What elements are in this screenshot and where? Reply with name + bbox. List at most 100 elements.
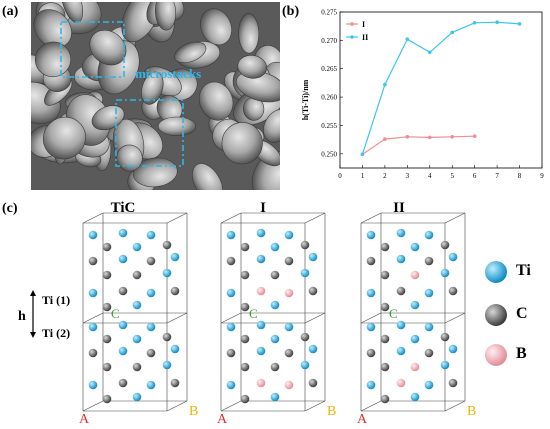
legend-marker [350,35,354,39]
x-tick-label: 0 [338,172,342,180]
c-atom [102,362,112,372]
axis-label-c: C [249,306,258,321]
c-atom [424,348,434,358]
sem-grain [42,116,86,160]
panel-label-b: (b) [282,4,300,19]
c-atom [102,270,112,280]
c-atom [240,362,250,372]
ti-atom [118,346,128,356]
ti-atom [270,242,280,252]
unit-cell-2: A B C [217,212,336,427]
c-atom [102,394,112,404]
y-tick-label: 0.255 [321,122,337,130]
cell-edge [444,312,466,324]
sem-grain [221,122,263,165]
x-tick-label: 7 [495,172,499,180]
y-tick-label: 0.275 [321,9,337,17]
x-tick-label: 2 [383,172,387,180]
ti-atom [300,268,310,278]
ti-atom [424,322,434,332]
ti-atom [88,288,98,298]
c-atom [380,394,390,404]
ti-atom [162,360,172,370]
c-atom [240,270,250,280]
ti-atom [410,334,420,344]
chart-legend: III [346,20,368,42]
cell-edge [166,312,188,324]
data-point [450,135,455,139]
c-atom [118,378,128,388]
chart-series [360,20,522,157]
data-point [427,135,432,140]
ti-atom [448,252,458,262]
cell-edge [220,312,242,324]
cell-edge [82,312,104,324]
chart-frame [339,11,543,169]
data-point [405,135,410,139]
data-point [495,20,499,25]
cell-edge [220,400,242,412]
cell-edge [82,212,104,224]
c-atom [300,332,310,342]
c-atom [448,286,458,296]
ti-atom [410,242,420,252]
x-tick-label: 8 [518,172,522,180]
ti-atom [226,230,236,240]
ti-atom [88,380,98,390]
sem-grain [191,163,224,190]
y-tick-label: 0.270 [321,37,337,45]
sem-grain [154,2,177,31]
y-tick-label: 0.260 [321,94,337,102]
c-atom [88,256,98,266]
ti-atom [146,230,156,240]
ti-atom [132,300,142,310]
b-atom [396,378,406,388]
panel-label-c: (c) [2,201,18,216]
b-atom [256,286,266,296]
structure-title-tic: TiC [110,200,136,216]
ti-atom [256,320,266,330]
cell-edge [166,400,188,412]
sem-grain [174,41,207,64]
ti-atom [424,380,434,390]
cell-edge [360,312,382,324]
data-point [472,20,477,25]
ti-atom [440,268,450,278]
ti-atom [256,254,266,264]
ti-atom [440,360,450,370]
axis-label-b: B [327,404,336,419]
x-tick-label: 5 [450,172,454,180]
c-atom [380,242,390,252]
c-atom [308,286,318,296]
sem-grain [132,157,178,188]
ti-atom [284,230,294,240]
sem-grain [237,55,267,79]
ti-atom [226,380,236,390]
ti-atom [132,334,142,344]
b-atom [284,288,294,298]
ti-atom [366,230,376,240]
legend-label: II [362,33,368,42]
ti-atom [146,288,156,298]
c-atom [226,348,236,358]
c-atom [424,256,434,266]
axis-label-c: C [389,306,398,321]
ti-atom [162,268,172,278]
c-atom [132,362,142,372]
ti-atom [308,252,318,262]
structure-title-i: I [260,200,266,216]
ti-atom [118,320,128,330]
sem-grain [200,8,232,46]
spacing-arrow-icon [30,290,36,338]
c-atom [440,240,450,250]
c-atom [146,348,156,358]
data-point [517,22,522,26]
y-tick-label: 0.265 [321,65,337,73]
data-point [360,152,365,157]
sem-micrograph: microstacks [31,2,280,190]
data-point [472,134,477,139]
sem-grain [157,116,197,136]
x-tick-label: 6 [473,172,477,180]
ti-atom [396,320,406,330]
c-atom [380,362,390,372]
